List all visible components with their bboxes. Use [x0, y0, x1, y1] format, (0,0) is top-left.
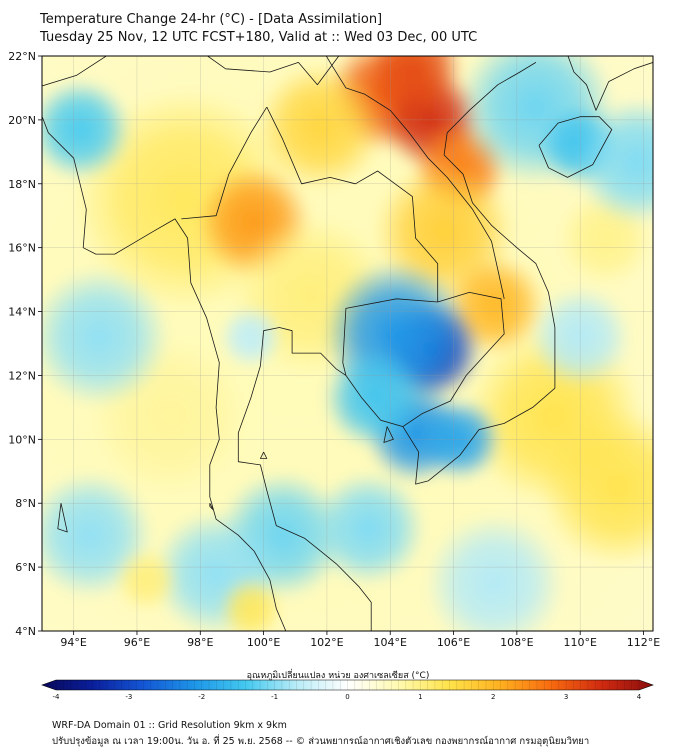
lat-tick-label: 20°N — [8, 114, 36, 127]
outline-path — [206, 56, 340, 86]
lat-tick-label: 14°N — [8, 306, 36, 319]
lat-tick-label: 12°N — [8, 369, 36, 382]
lat-tick-label: 4°N — [15, 625, 36, 638]
colorbar-tick-label: -2 — [198, 693, 205, 701]
lat-tick-label: 16°N — [8, 242, 36, 255]
lon-tick-label: 112°E — [627, 636, 660, 649]
lat-tick-label: 6°N — [15, 561, 36, 574]
colorbar-tick-label: 3 — [564, 693, 568, 701]
colorbar-tick-label: 2 — [491, 693, 495, 701]
outline-path — [567, 56, 653, 111]
colorbar-tick-label: -3 — [125, 693, 132, 701]
lon-tick-label: 106°E — [437, 636, 470, 649]
field-blob — [539, 408, 653, 567]
field-blob — [114, 548, 179, 612]
field-blob — [42, 267, 169, 407]
lat-tick-label: 10°N — [8, 433, 36, 446]
longitude-ticks: 94°E 96°E 98°E 100°E 102°E 104°E 106°E 108°E 110… — [60, 631, 660, 649]
outline-path — [260, 451, 268, 459]
outline-path — [266, 106, 439, 302]
lon-tick-label: 94°E — [60, 636, 86, 649]
coastlines-borders — [42, 56, 653, 631]
lon-tick-label: 104°E — [374, 636, 407, 649]
outline-path — [383, 426, 394, 443]
outline-path — [57, 503, 68, 533]
lat-tick-label: 22°N — [8, 50, 36, 63]
lat-tick-label: 18°N — [8, 178, 36, 191]
field-blob — [311, 471, 426, 586]
latitude-ticks: 4°N 6°N 8°N 10°N 12°N 14°N 16°N 18°N 20°N 22°N — [8, 50, 42, 638]
lon-tick-label: 108°E — [500, 636, 533, 649]
field-blob — [257, 62, 384, 190]
lon-tick-label: 96°E — [124, 636, 150, 649]
field-blob — [425, 513, 565, 631]
lon-tick-label: 98°E — [187, 636, 213, 649]
field-blob — [219, 576, 283, 631]
graticule — [42, 56, 653, 631]
field-blob — [573, 98, 653, 225]
lon-tick-label: 100°E — [247, 636, 280, 649]
lon-tick-label: 110°E — [563, 636, 596, 649]
outline-path — [42, 115, 287, 631]
map-title: Temperature Change 24-hr (°C) - [Data As… — [40, 12, 383, 27]
lon-tick-label: 102°E — [310, 636, 343, 649]
field-blob — [323, 347, 426, 449]
outline-path — [325, 56, 505, 299]
colorbar-tick-label: 0 — [345, 693, 349, 701]
footer-model-info: WRF-DA Domain 01 :: Grid Resolution 9km … — [52, 720, 287, 731]
lat-tick-label: 8°N — [15, 497, 36, 510]
footer-update-info: ปรับปรุงข้อมูล ณ เวลา 19:00น. วัน อ. ที่… — [52, 736, 590, 747]
colorbar-tick-label: -4 — [53, 693, 61, 701]
field-blob — [42, 78, 131, 181]
field-blob — [219, 305, 283, 369]
outline-path — [342, 298, 438, 376]
colorbar-label: อุณหภูมิเปลี่ยนแปลง หน่วย องศาเซลเซียส (… — [246, 671, 430, 681]
map-subtitle: Tuesday 25 Nov, 12 UTC FCST+180, Valid a… — [40, 30, 478, 45]
colorbar-tick-label: 1 — [418, 693, 422, 701]
outline-path — [209, 503, 214, 510]
colorbar-tick-label: 4 — [637, 693, 642, 701]
outline-path — [42, 56, 108, 87]
outline-path — [402, 292, 505, 427]
colorbar-tick-label: -1 — [271, 693, 278, 701]
colorbar-bar — [41, 679, 654, 691]
map-frame — [41, 55, 654, 632]
colorbar: -4 -3 -2 -1 0 1 2 3 4 — [41, 679, 654, 701]
outline-path — [538, 116, 613, 178]
outline-path — [181, 106, 268, 220]
field-blob — [368, 56, 464, 117]
